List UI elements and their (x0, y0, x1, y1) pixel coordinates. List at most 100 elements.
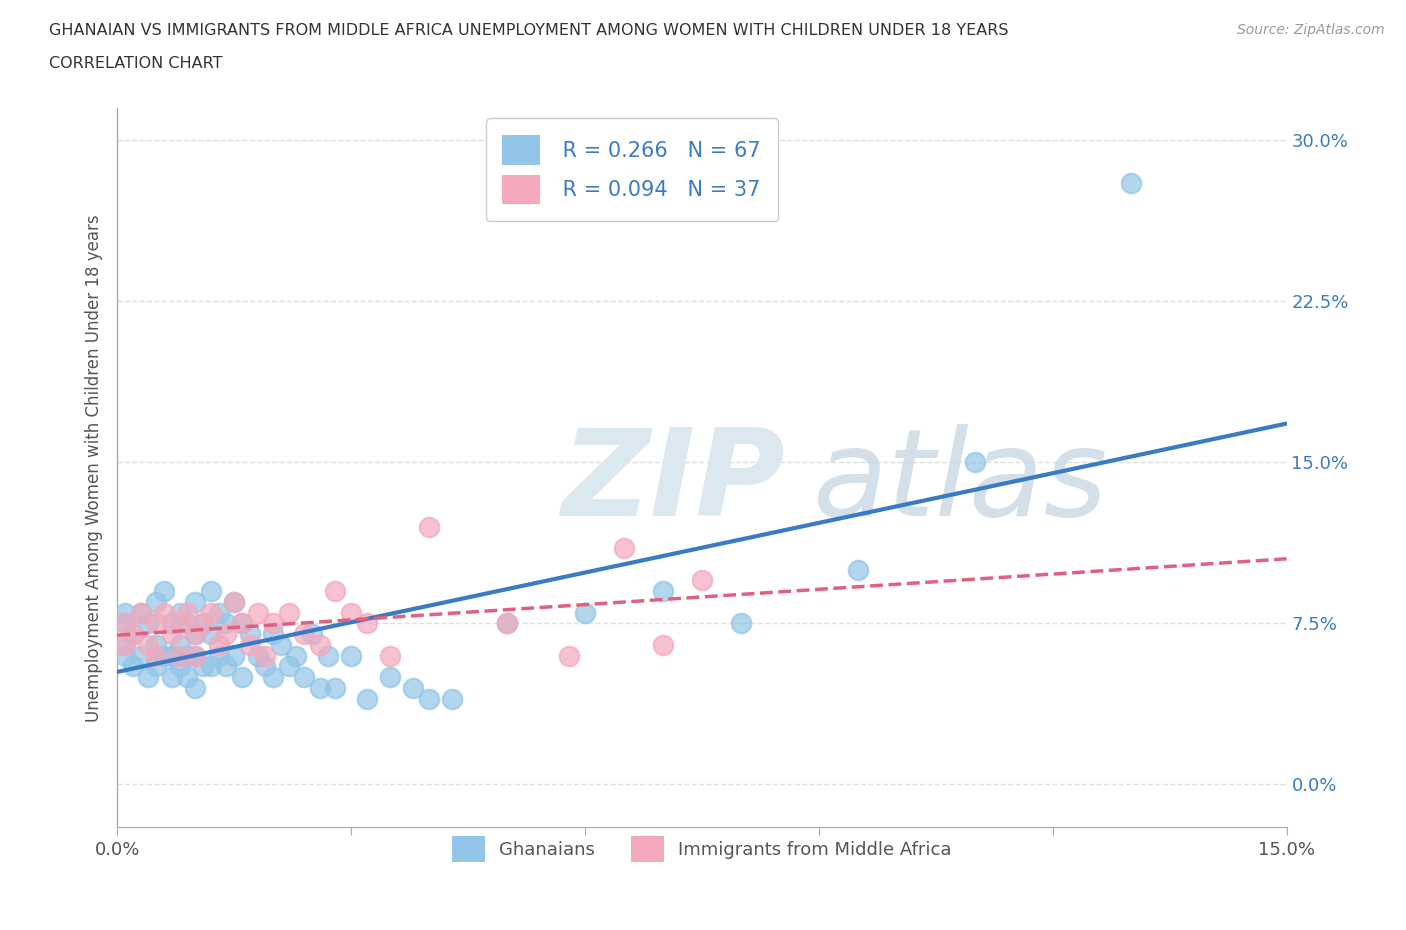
Point (138, 637, 160, 652)
Point (285, 648, 308, 663)
Point (153, 648, 176, 663)
Point (246, 648, 269, 663)
Point (160, 648, 183, 663)
Point (184, 681, 207, 696)
Text: Source: ZipAtlas.com: Source: ZipAtlas.com (1237, 23, 1385, 37)
Point (496, 616, 519, 631)
Point (200, 584, 222, 599)
Point (169, 616, 191, 631)
Point (145, 616, 167, 631)
Point (356, 616, 378, 631)
Point (224, 648, 246, 663)
Point (191, 658, 214, 673)
Point (153, 584, 176, 599)
Point (169, 637, 191, 652)
Text: atlas: atlas (813, 423, 1108, 540)
Point (441, 691, 464, 706)
Point (496, 616, 519, 631)
Point (153, 605, 176, 620)
Point (270, 637, 292, 652)
Legend: Ghanaians, Immigrants from Middle Africa: Ghanaians, Immigrants from Middle Africa (444, 829, 959, 869)
Point (176, 648, 198, 663)
Point (651, 637, 673, 652)
Point (129, 648, 152, 663)
Point (184, 627, 207, 642)
Point (138, 670, 160, 684)
Point (207, 648, 229, 663)
Point (613, 540, 636, 555)
Point (239, 637, 262, 652)
Point (215, 627, 238, 642)
Point (176, 670, 198, 684)
Point (277, 658, 299, 673)
Point (191, 616, 214, 631)
Point (340, 648, 363, 663)
Point (231, 670, 253, 684)
Point (292, 627, 315, 642)
Point (121, 627, 143, 642)
Point (200, 605, 222, 620)
Point (145, 658, 167, 673)
Point (846, 563, 869, 578)
Point (309, 681, 332, 696)
Point (129, 605, 152, 620)
Point (114, 637, 136, 652)
Point (378, 670, 401, 684)
Point (224, 594, 246, 609)
Point (277, 605, 299, 620)
Point (184, 627, 207, 642)
Point (215, 658, 238, 673)
Point (558, 648, 581, 663)
Point (246, 605, 269, 620)
Point (160, 627, 183, 642)
Point (292, 670, 315, 684)
Point (176, 616, 198, 631)
Point (730, 616, 752, 631)
Point (184, 594, 207, 609)
Point (340, 605, 363, 620)
Text: GHANAIAN VS IMMIGRANTS FROM MIDDLE AFRICA UNEMPLOYMENT AMONG WOMEN WITH CHILDREN: GHANAIAN VS IMMIGRANTS FROM MIDDLE AFRIC… (49, 23, 1008, 38)
Point (184, 648, 207, 663)
Point (121, 627, 143, 642)
Point (176, 605, 198, 620)
Point (574, 605, 596, 620)
Point (262, 616, 284, 631)
Point (114, 616, 136, 631)
Point (418, 519, 440, 534)
Point (262, 627, 284, 642)
Point (145, 637, 167, 652)
Point (224, 594, 246, 609)
Point (963, 455, 986, 470)
Point (114, 637, 136, 652)
Point (169, 658, 191, 673)
Point (1119, 176, 1142, 191)
Point (316, 648, 339, 663)
Point (231, 616, 253, 631)
Point (418, 691, 440, 706)
Point (254, 648, 277, 663)
Point (239, 627, 262, 642)
Point (215, 616, 238, 631)
Point (690, 573, 713, 588)
Point (651, 584, 673, 599)
Point (160, 616, 183, 631)
Point (207, 637, 229, 652)
Point (121, 658, 143, 673)
Point (184, 648, 207, 663)
Point (378, 648, 401, 663)
Point (325, 584, 347, 599)
Y-axis label: Unemployment Among Women with Children Under 18 years: Unemployment Among Women with Children U… (86, 214, 103, 722)
Point (114, 605, 136, 620)
Point (160, 670, 183, 684)
Point (356, 691, 378, 706)
Point (231, 616, 253, 631)
Point (200, 658, 222, 673)
Point (145, 594, 167, 609)
Point (207, 605, 229, 620)
Point (169, 648, 191, 663)
Point (129, 605, 152, 620)
Point (138, 616, 160, 631)
Point (169, 605, 191, 620)
Point (191, 616, 214, 631)
Point (114, 648, 136, 663)
